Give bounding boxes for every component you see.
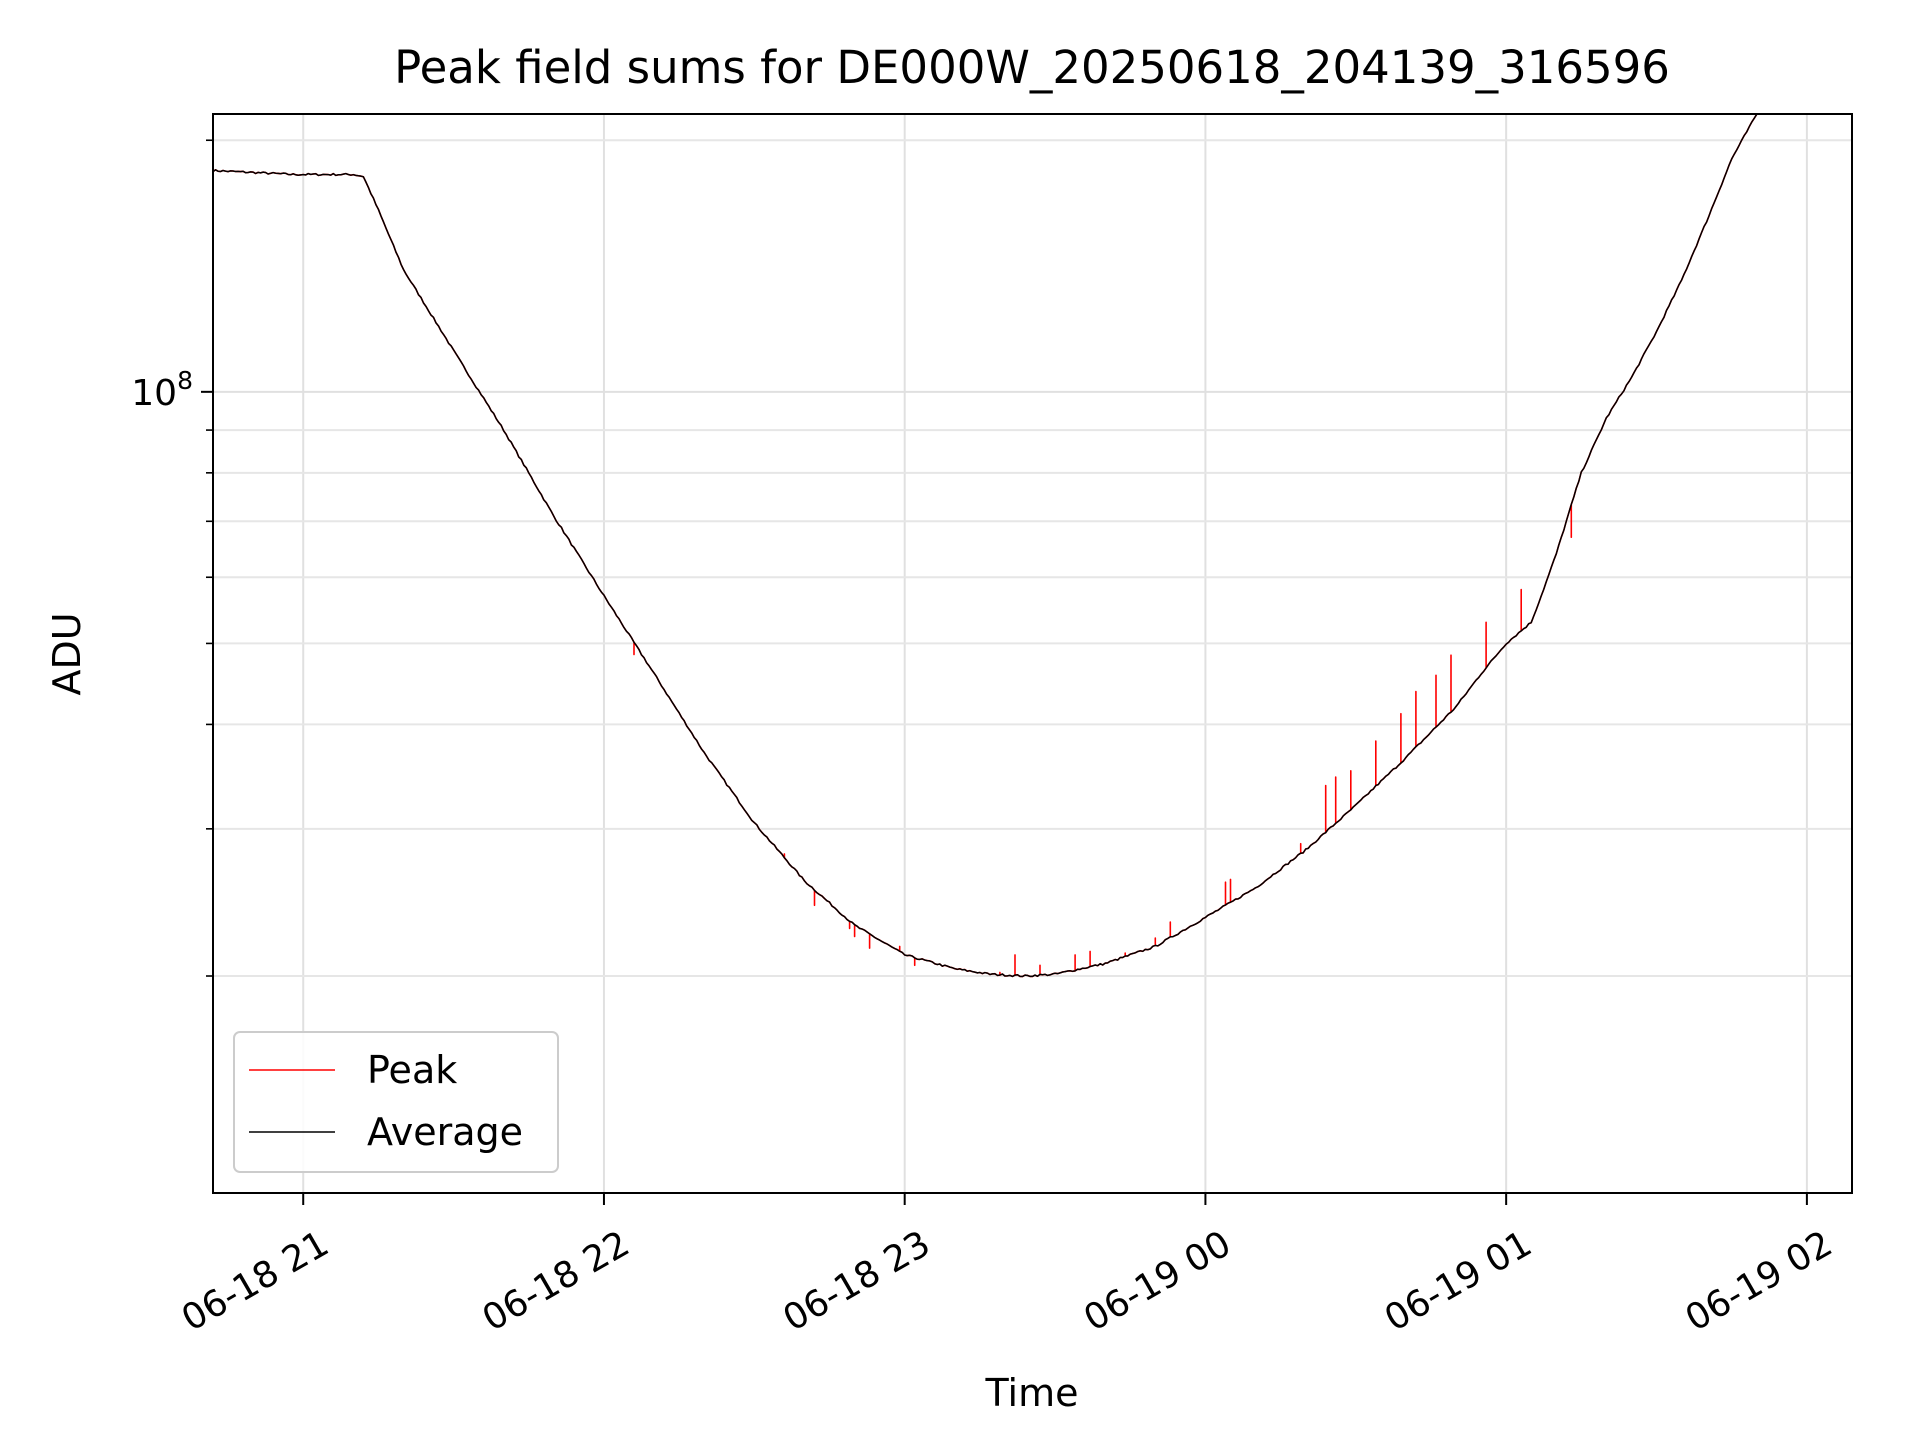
y-tick-label: 108 <box>131 366 193 414</box>
series-average-line <box>212 113 1758 978</box>
plot-background <box>213 114 1852 1193</box>
legend-box <box>233 1031 559 1173</box>
series-area <box>212 113 1758 978</box>
chart-title: Peak field sums for DE000W_20250618_2041… <box>394 41 1670 94</box>
legend: Peak Average <box>233 1031 559 1173</box>
legend-peak-label: Peak <box>367 1048 457 1092</box>
legend-average-label: Average <box>367 1110 523 1154</box>
x-axis-label: Time <box>985 1371 1079 1415</box>
plot-frame <box>212 113 1853 1194</box>
y-axis-label: ADU <box>45 612 89 695</box>
